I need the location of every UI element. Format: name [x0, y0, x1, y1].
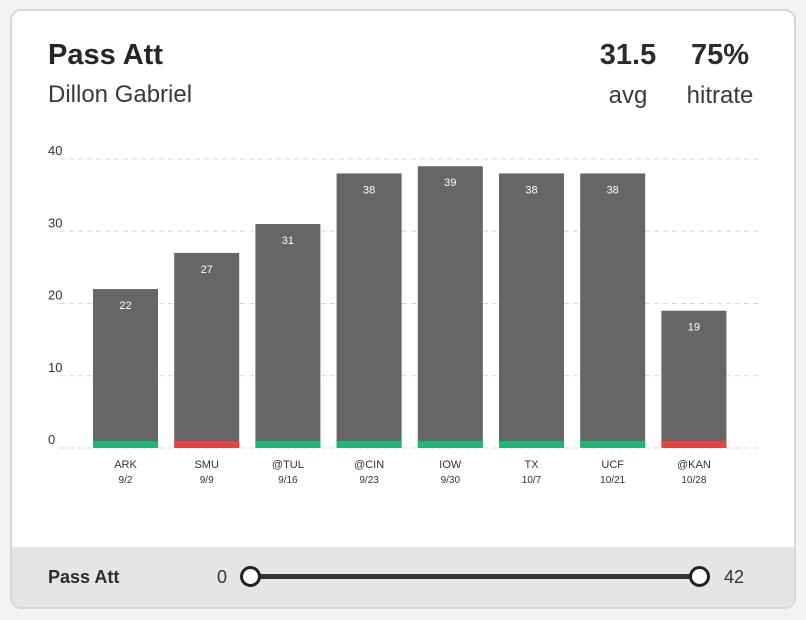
range-slider-max-handle[interactable]	[689, 566, 710, 587]
bar-value-label: 31	[282, 235, 294, 247]
range-slider-min-handle[interactable]	[240, 566, 261, 587]
y-tick-label: 20	[48, 288, 62, 303]
bar	[417, 166, 483, 448]
hitrate-value: 75%	[690, 39, 750, 71]
avg-value: 31.5	[599, 39, 657, 71]
bar-chart: 0 10 20 30 40 22 ARK 9/2 27 SMU 9/9 31 @TUL 9/16 38 @CI…	[48, 143, 758, 486]
x-date-label: 10/28	[681, 475, 706, 486]
x-tick-label: IOW	[439, 459, 462, 471]
stat-title: Pass Att	[48, 39, 163, 71]
bar	[661, 310, 727, 448]
bar-value-label: 19	[688, 322, 700, 334]
x-date-label: 10/7	[522, 475, 542, 486]
range-slider-track[interactable]	[249, 574, 699, 579]
x-tick-label: @TUL	[272, 459, 304, 471]
prop-card: Pass Att Dillon Gabriel 31.5 avg 75% hit…	[10, 9, 796, 609]
bar	[174, 252, 240, 448]
bar	[580, 173, 646, 448]
bar-value-label: 22	[119, 300, 131, 312]
x-date-label: 9/9	[200, 475, 214, 486]
bar-value-label: 27	[201, 264, 213, 276]
x-date-label: 9/2	[119, 475, 133, 486]
y-tick-label: 10	[48, 360, 62, 375]
x-tick-label: SMU	[194, 459, 219, 471]
avg-label: avg	[608, 82, 648, 109]
bar	[336, 173, 402, 448]
hit-indicator	[499, 441, 564, 448]
miss-indicator	[661, 441, 727, 448]
range-min-label: 0	[217, 567, 228, 587]
x-tick-label: @KAN	[677, 459, 711, 471]
hitrate-label: hitrate	[686, 82, 754, 109]
x-date-label: 10/21	[600, 475, 625, 486]
range-max-label: 42	[724, 567, 745, 587]
bar-value-label: 39	[444, 177, 456, 189]
filter-label: Pass Att	[48, 567, 120, 587]
bar-value-label: 38	[363, 184, 375, 196]
hit-indicator	[417, 441, 483, 448]
x-tick-label: TX	[524, 459, 539, 471]
hit-indicator	[255, 441, 321, 448]
x-date-label: 9/30	[441, 475, 461, 486]
x-tick-label: ARK	[114, 459, 137, 471]
bar	[255, 224, 321, 448]
hit-indicator	[580, 441, 646, 448]
miss-indicator	[174, 441, 240, 448]
x-date-label: 9/23	[359, 475, 379, 486]
x-tick-label: UCF	[601, 459, 624, 471]
y-tick-label: 40	[48, 143, 62, 158]
hit-indicator	[93, 441, 158, 448]
hit-indicator	[336, 441, 402, 448]
player-name: Dillon Gabriel	[48, 81, 193, 108]
y-tick-label: 30	[48, 215, 62, 230]
bar-value-label: 38	[525, 184, 537, 196]
y-tick-label: 0	[48, 432, 55, 447]
bar	[499, 173, 564, 448]
hitrate-stat: 75% hitrate	[678, 41, 762, 108]
avg-stat: 31.5 avg	[598, 41, 658, 108]
filter-footer: Pass Att 0 42	[12, 547, 794, 607]
x-date-label: 9/16	[278, 475, 298, 486]
x-tick-label: @CIN	[354, 459, 384, 471]
bar	[93, 289, 158, 448]
bar-value-label: 38	[607, 184, 619, 196]
